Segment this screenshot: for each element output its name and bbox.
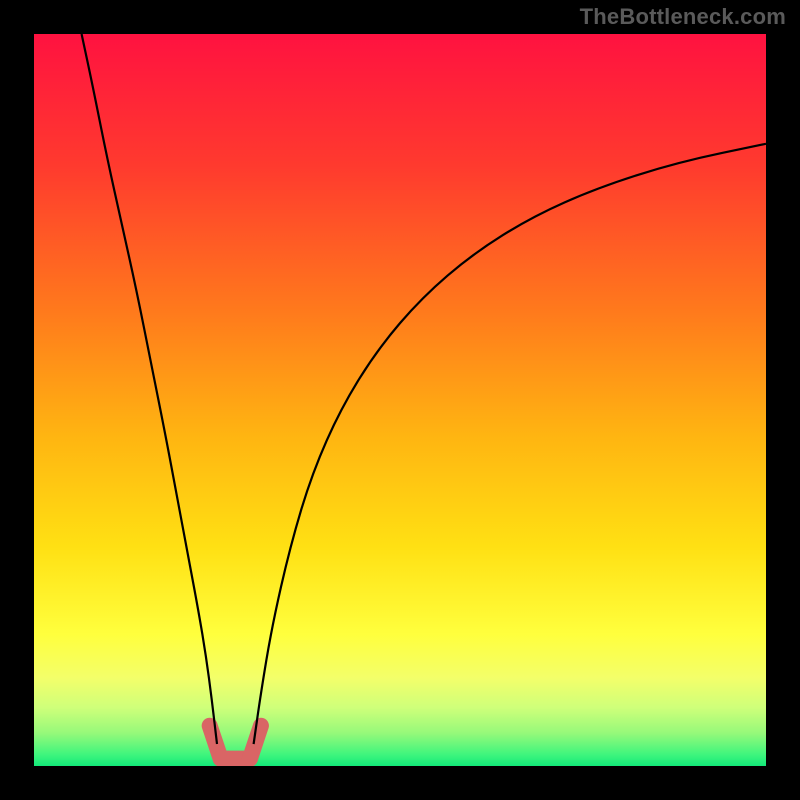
chart-frame: TheBottleneck.com bbox=[0, 0, 800, 800]
bottleneck-chart bbox=[0, 0, 800, 800]
watermark-text: TheBottleneck.com bbox=[580, 4, 786, 30]
